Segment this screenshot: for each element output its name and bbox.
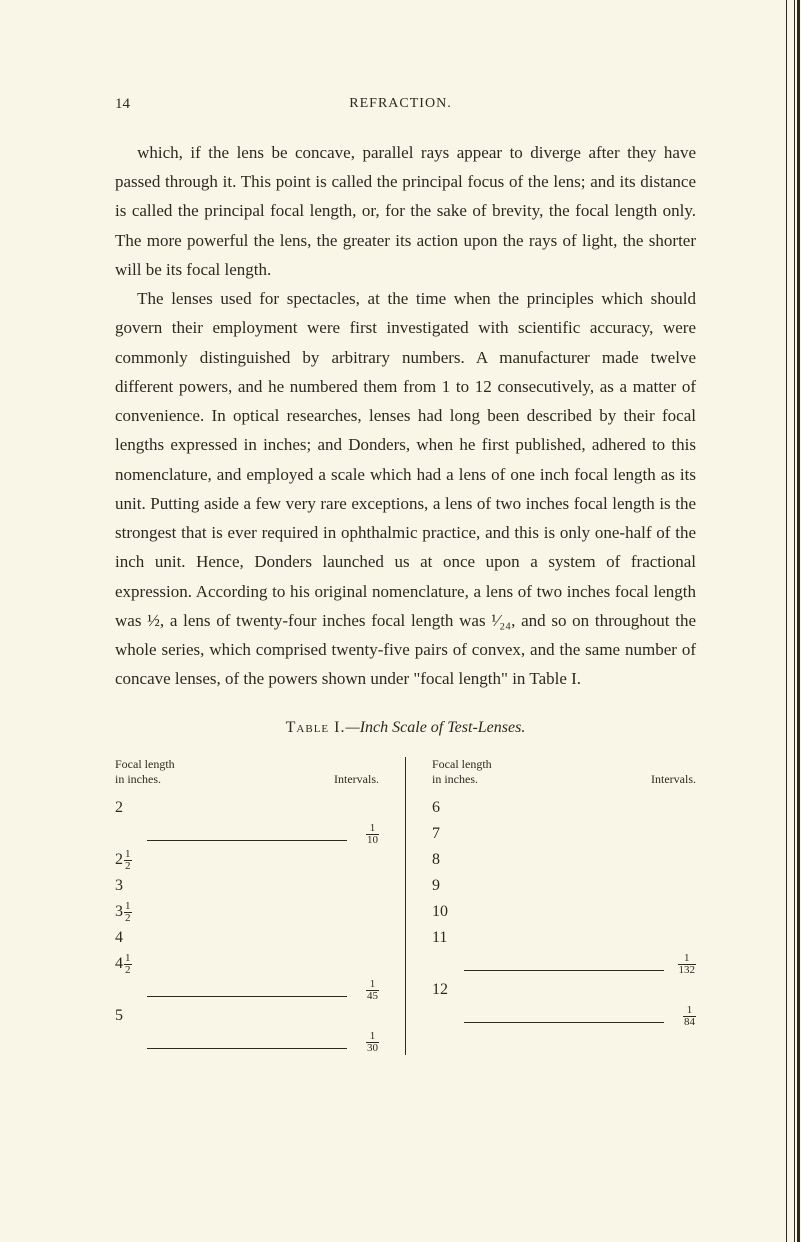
table-row: 8 [432,847,696,873]
focal-value: 2 [115,799,141,817]
rule-line [464,1022,664,1023]
table-title-rest: —Inch Scale of Test-Lenses. [345,719,525,736]
table-row: 312 [115,899,379,925]
table-row: 110 [115,821,379,847]
focal-value: 412 [115,953,141,976]
table-row: 9 [432,873,696,899]
table-title-caps: Table I. [286,719,346,736]
rule-line [147,996,347,997]
running-header: REFRACTION. [0,96,801,112]
rule-line [147,840,347,841]
col-header-left: Focal lengthin inches. Intervals. [115,757,379,787]
table-row: 7 [432,821,696,847]
focal-value: 10 [432,903,458,921]
focal-value: 12 [432,981,458,999]
paragraph-1: which, if the lens be concave, parallel … [115,138,696,284]
page-border-outer [786,0,787,1242]
table-row: 5 [115,1003,379,1029]
interval-value: 184 [670,1005,696,1028]
focal-value: 212 [115,849,141,872]
table-title: Table I.—Inch Scale of Test-Lenses. [115,719,696,737]
table-row: 6 [432,795,696,821]
table-col-left: Focal lengthin inches. Intervals. 2 110 21… [115,757,406,1055]
interval-value: 110 [353,823,379,846]
header-interval-right: Intervals. [651,772,696,787]
focal-value: 5 [115,1007,141,1025]
interval-value: 145 [353,979,379,1002]
table-row: 3 [115,873,379,899]
test-lenses-table: Focal lengthin inches. Intervals. 2 110 21… [115,757,696,1055]
focal-value: 11 [432,929,458,947]
table-row: 130 [115,1029,379,1055]
interval-value: 1132 [670,953,696,976]
header-focal-right: Focal lengthin inches. [432,757,492,787]
rule-line [464,970,664,971]
table-row: 10 [432,899,696,925]
focal-value: 3 [115,877,141,895]
table-row: 1132 [432,951,696,977]
paragraph-2: The lenses used for spectacles, at the t… [115,284,696,693]
table-row: 184 [432,1003,696,1029]
focal-value: 8 [432,851,458,869]
header-interval-left: Intervals. [334,772,379,787]
col-header-right: Focal lengthin inches. Intervals. [432,757,696,787]
interval-value: 130 [353,1031,379,1054]
focal-value: 9 [432,877,458,895]
header-focal-left: Focal lengthin inches. [115,757,175,787]
table-row: 11 [432,925,696,951]
table-row: 2 [115,795,379,821]
focal-value: 7 [432,825,458,843]
table-row: 12 [432,977,696,1003]
focal-value: 312 [115,901,141,924]
rule-line [147,1048,347,1049]
table-row: 412 [115,951,379,977]
table-row: 4 [115,925,379,951]
body-text: which, if the lens be concave, parallel … [115,138,696,693]
table-row: 212 [115,847,379,873]
table-col-right: Focal lengthin inches. Intervals. 6 7 8 9 10… [406,757,696,1055]
page-border-double [794,0,800,1242]
table-row: 145 [115,977,379,1003]
focal-value: 6 [432,799,458,817]
focal-value: 4 [115,929,141,947]
